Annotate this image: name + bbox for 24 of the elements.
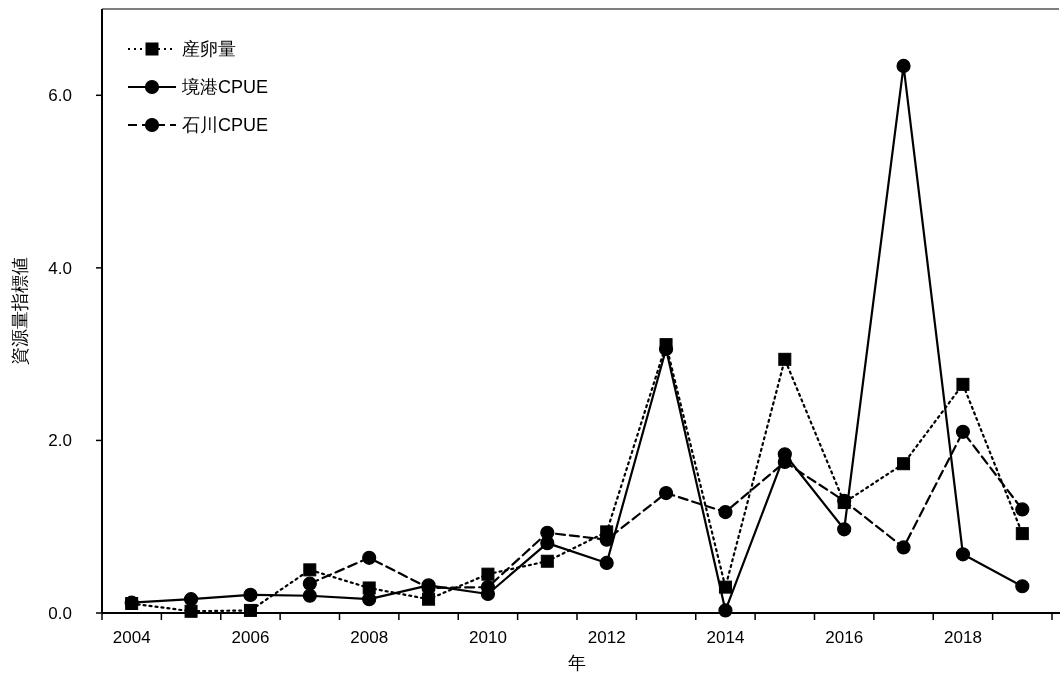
x-tick-label: 2014	[706, 628, 745, 647]
point	[184, 604, 198, 618]
x-tick-label: 2008	[350, 628, 389, 647]
x-tick-label: 2012	[587, 628, 626, 647]
x-axis-title: 年	[568, 653, 586, 673]
y-tick-label: 2.0	[48, 431, 72, 451]
x-tick-label: 2010	[469, 628, 507, 647]
y-axis-title: 資源量指標値	[10, 257, 30, 365]
legend-label: 産卵量	[182, 39, 236, 60]
y-tick-label: 6.0	[48, 86, 72, 106]
legend-label: 境港CPUE	[181, 77, 269, 98]
point	[956, 377, 970, 391]
point	[303, 563, 317, 577]
y-tick-label: 4.0	[48, 258, 72, 278]
x-tick-label: 2016	[825, 628, 864, 647]
point	[1015, 527, 1029, 541]
x-tick-label: 2006	[231, 628, 270, 647]
point	[778, 352, 792, 366]
x-tick-label: 2004	[112, 628, 151, 647]
y-tick-label: 0.0	[48, 603, 72, 623]
x-tick-label: 2018	[944, 628, 982, 647]
point	[1015, 502, 1030, 517]
point	[481, 567, 495, 581]
legend-label: 石川CPUE	[182, 115, 269, 136]
